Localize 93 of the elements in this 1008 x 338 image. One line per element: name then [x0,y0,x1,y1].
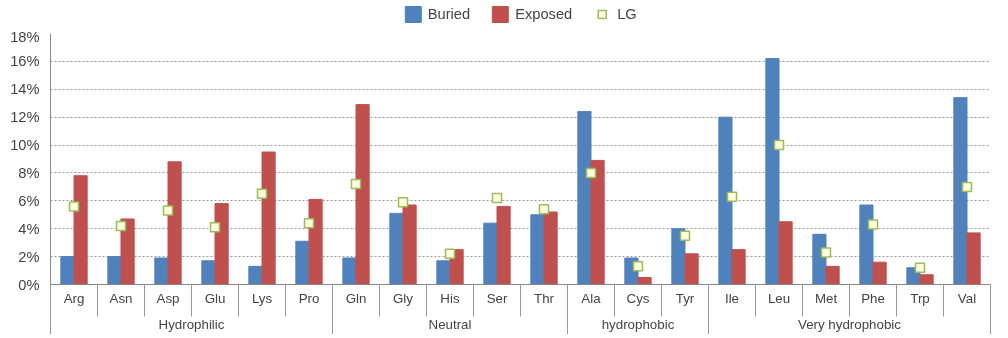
bar [73,175,88,285]
y-tick-label: 12% [10,109,40,126]
x-tick-label: Asp [156,290,180,306]
point [867,219,879,230]
bar [919,274,934,285]
y-tick-label: 8% [18,164,40,181]
point [209,222,221,233]
bar [214,203,229,285]
x-tick-label: Ser [486,290,508,306]
x-tick-label: Leu [767,290,791,306]
legend-label: LG [617,6,638,22]
x-tick-label: Gly [393,290,414,306]
point [914,262,926,274]
bar [637,277,652,285]
point [256,188,268,200]
bar [765,58,780,285]
point [444,248,456,260]
bar [812,233,827,285]
point [726,191,738,202]
bar [342,257,357,285]
bar [577,111,592,285]
y-tick-label: 2% [18,248,40,265]
text: Hydrophilic [158,316,225,332]
y-tick-label: 18% [10,28,40,45]
bar [966,232,981,285]
point [538,203,550,215]
legend-label: Buried [427,6,471,22]
bar [590,159,605,285]
bar [261,151,276,285]
x-tick-label: Glu [204,290,226,306]
bar [167,161,182,285]
bar [543,211,558,285]
point [491,192,503,204]
x-tick-label: Gln [345,290,367,306]
x-tick-label: Cys [626,290,650,306]
bar [483,222,498,285]
x-tick-label: His [440,290,460,306]
x-tick-label: Pro [298,290,320,306]
bar [120,218,135,285]
point [350,178,362,190]
bar [60,256,75,285]
bar [154,257,169,285]
y-tick-label: 10% [10,137,40,154]
bar [530,214,545,285]
x-tick-label: Val [957,290,977,306]
text: hydrophobic [601,316,675,332]
bar [201,260,216,285]
bar [308,198,323,285]
bar [436,260,451,285]
y-tick-label: 4% [18,220,40,237]
point [820,247,832,258]
y-tick-label: 14% [10,81,40,98]
bar [449,249,464,285]
bar [389,212,404,285]
y-tick-label: 16% [10,53,40,70]
y-tick-label: 6% [18,192,40,209]
x-tick-label: Met [814,290,838,306]
point [632,261,644,272]
x-tick-label: Ile [724,290,740,306]
bar [825,265,840,285]
bar [859,204,874,285]
x-tick-label: Asn [109,290,133,306]
bar [718,116,733,285]
bar [731,249,746,285]
bar [778,221,793,285]
point [68,201,80,212]
point [585,167,597,179]
bar [496,205,511,285]
point [115,220,127,232]
point [162,205,174,216]
bar [295,240,310,285]
y-tick-label: 0% [18,276,40,293]
bar [953,97,968,285]
text: Very hydrophobic [798,316,902,332]
bar [402,204,417,285]
x-tick-label: Phe [861,290,885,306]
x-tick-label: Thr [534,290,555,306]
bar [684,253,699,285]
x-tick-label: Lys [251,290,273,306]
x-tick-label: Arg [63,290,85,306]
point [303,217,315,229]
bar [355,104,370,285]
bar [107,256,122,285]
x-tick-label: Ala [581,290,602,306]
x-tick-label: Tyr [675,290,695,306]
point [961,181,973,193]
bar [872,261,887,285]
x-tick-label: Trp [910,290,930,306]
point [773,139,785,151]
text: Neutral [428,316,472,332]
point [679,230,691,241]
legend-label: Exposed [515,6,573,22]
point [397,196,409,208]
